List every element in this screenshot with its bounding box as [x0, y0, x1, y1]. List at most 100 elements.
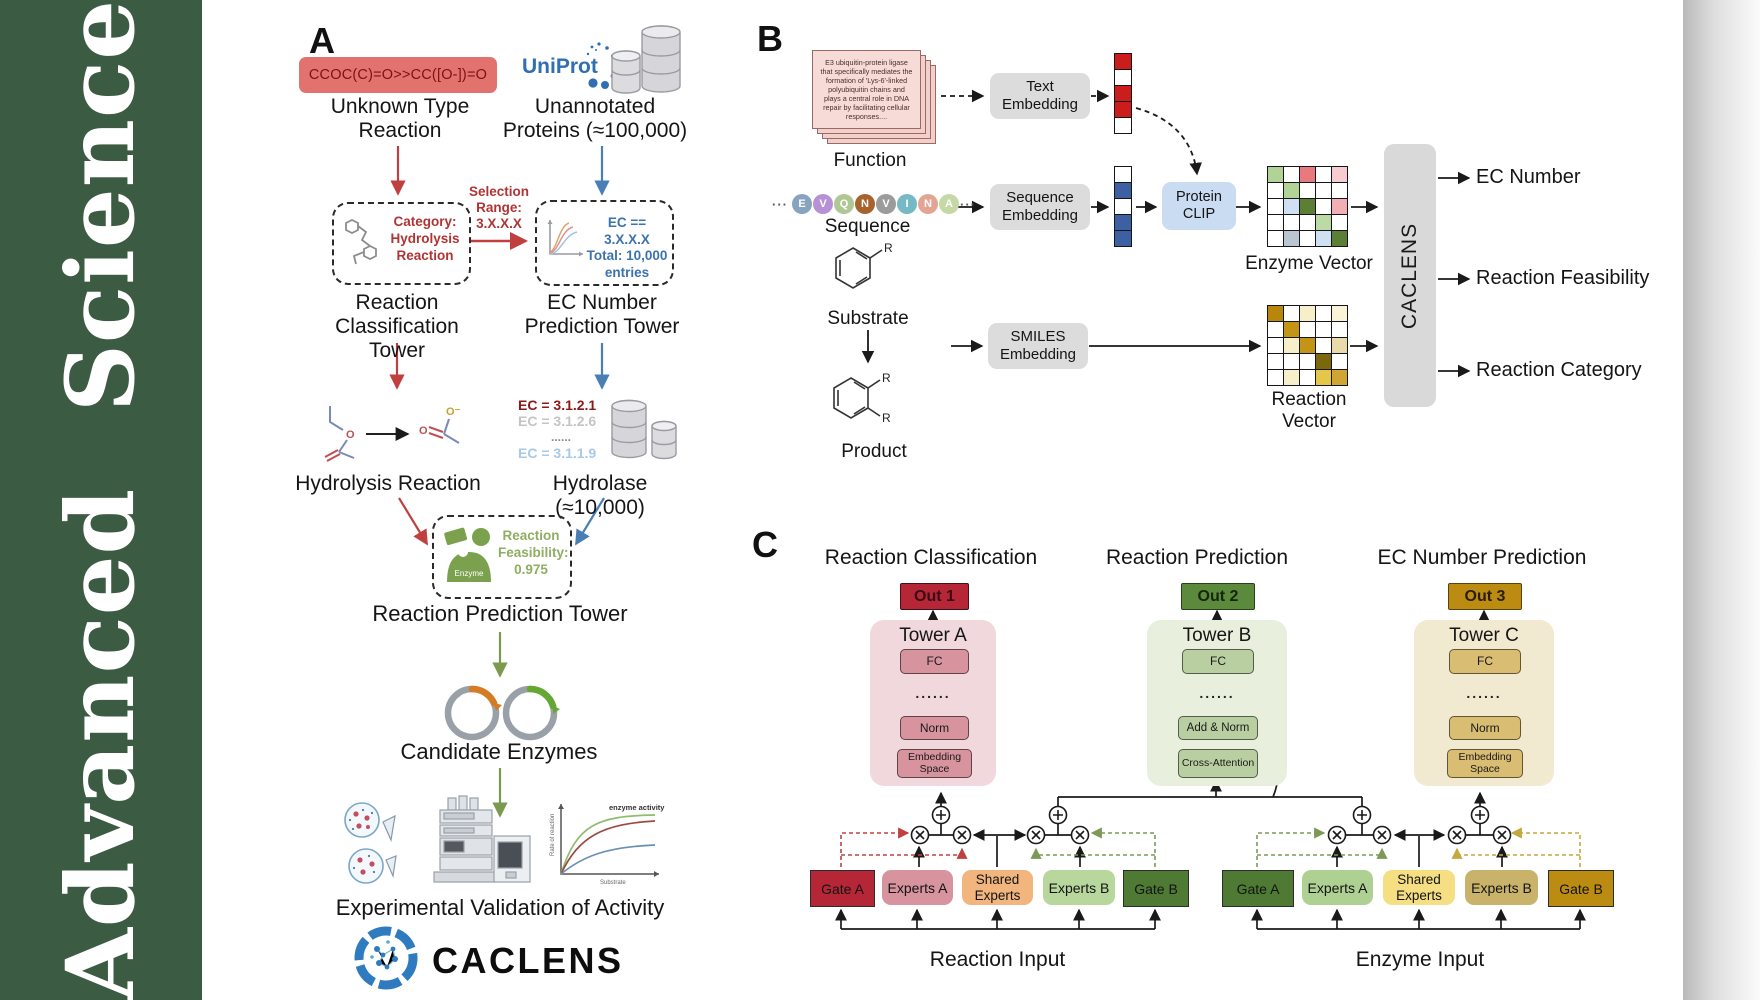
moe-op-nodes [910, 805, 1512, 845]
uniprot-logo: UniProt [522, 55, 598, 78]
tower-b-cross-attention: Cross-Attention [1178, 749, 1258, 778]
tower-b-title: Tower B [1182, 625, 1252, 646]
page-edge-shade [1683, 0, 1760, 1000]
plot-ylabel: Rate of reaction [550, 814, 556, 856]
vector-cell [1284, 183, 1299, 198]
reaction-experts-a: Experts A [882, 870, 953, 905]
enzyme-vector-label: Enzyme Vector [1245, 253, 1373, 274]
vector-cell [1316, 338, 1331, 353]
column-title-reaction-prediction: Reaction Prediction [1105, 546, 1289, 569]
sequence-vector [1114, 166, 1132, 247]
enzyme-gate-a: Gate A [1222, 870, 1294, 907]
hplc-instrument-icon [433, 795, 531, 883]
residue-circle: A [939, 194, 959, 214]
vector-cell [1284, 338, 1299, 353]
multiply-node-icon [910, 825, 930, 845]
residue-circle: E [792, 194, 812, 214]
reaction-gate-a: Gate A [810, 870, 875, 907]
vector-cell [1268, 322, 1283, 337]
vector-cell [1332, 354, 1347, 369]
enzyme-shared-experts: Shared Experts [1383, 870, 1455, 905]
feasibility-text: Reaction Feasibility: 0.975 [498, 528, 569, 577]
vector-cell [1115, 86, 1131, 101]
tower-b-dots: ...... [1199, 685, 1235, 701]
prediction-tower-label: Reaction Prediction Tower [372, 601, 628, 626]
journal-sidebar: Advanced Science [0, 0, 202, 1000]
vector-cell [1300, 338, 1315, 353]
vector-cell [1115, 70, 1131, 85]
ec-selection-text: EC == 3.X.X.X Total: 10,000 entries [586, 215, 668, 280]
caclens-module: CACLENS [1384, 144, 1436, 407]
molecule-sketch-icon [345, 218, 377, 265]
selection-range-label: Selection Range: 3.X.X.X [468, 184, 530, 231]
svg-text:R: R [884, 241, 893, 255]
unknown-reaction-label: Unknown Type Reaction [330, 95, 470, 142]
tower-c-dots: ...... [1466, 685, 1502, 701]
vector-cell [1316, 354, 1331, 369]
vector-cell [1115, 215, 1131, 230]
carboxylate-molecule: O⁻ O [419, 406, 461, 444]
output-reaction-category: Reaction Category [1476, 359, 1642, 381]
panel-b-label: B [757, 18, 783, 59]
residue-circle: N [918, 194, 938, 214]
vector-cell [1115, 167, 1131, 182]
residue-circle: Q [834, 194, 854, 214]
enzyme-input-label: Enzyme Input [1355, 948, 1485, 971]
plot-xlabel: Substrate [600, 880, 626, 886]
substrate-label: Substrate [827, 308, 909, 329]
vector-cell [1332, 215, 1347, 230]
add-node-icon [1048, 805, 1068, 825]
vector-cell [1268, 370, 1283, 385]
reaction-classification-box [332, 202, 471, 285]
tower-c-norm: Norm [1449, 716, 1521, 740]
panel-a-label: A [309, 20, 335, 61]
vector-cell [1115, 199, 1131, 214]
vector-cell [1300, 322, 1315, 337]
vector-cell [1332, 231, 1347, 246]
enzyme-vector-matrix [1267, 166, 1348, 247]
out1-box: Out 1 [900, 583, 969, 610]
enzyme-experts-a: Experts A [1302, 870, 1373, 905]
vector-cell [1332, 167, 1347, 182]
vector-cell [1284, 167, 1299, 182]
substrate-molecule: R [835, 241, 893, 289]
validation-label: Experimental Validation of Activity [335, 895, 665, 920]
residue-circle: V [813, 194, 833, 214]
vector-cell [1300, 215, 1315, 230]
reaction-gate-b: Gate B [1123, 870, 1189, 907]
tower-a-dots: ...... [915, 685, 951, 701]
vector-cell [1316, 370, 1331, 385]
vector-cell [1284, 354, 1299, 369]
out3-box: Out 3 [1448, 583, 1522, 610]
panel-c-label: C [752, 524, 778, 565]
unannotated-proteins-label: Unannotated Proteins (≈100,000) [502, 95, 688, 142]
vector-cell [1300, 167, 1315, 182]
vector-cell [1284, 199, 1299, 214]
svg-text:R: R [882, 411, 891, 425]
category-text: Category: Hydrolysis Reaction [390, 214, 460, 263]
multiply-node-icon [1026, 825, 1046, 845]
tower-c-embedding-space: Embedding Space [1447, 749, 1523, 778]
vector-cell [1268, 354, 1283, 369]
tower-a-embedding-space: Embedding Space [897, 749, 972, 778]
vector-cell [1115, 54, 1131, 69]
reaction-input-label: Reaction Input [929, 948, 1066, 971]
multiply-node-icon [1447, 825, 1467, 845]
caclens-wordmark: CACLENS [432, 940, 624, 981]
enzyme-experts-b: Experts B [1465, 870, 1538, 905]
vector-cell [1300, 306, 1315, 321]
vector-cell [1316, 183, 1331, 198]
enzyme-gate-b: Gate B [1548, 870, 1614, 907]
enzyme-activity-plot: enzyme activity Rate of reaction Substra… [550, 803, 665, 886]
residue-circle: V [876, 194, 896, 214]
hydrolysis-reaction-label: Hydrolysis Reaction [295, 472, 481, 495]
vector-cell [1332, 338, 1347, 353]
ester-molecule: O [324, 406, 355, 462]
vector-cell [1316, 306, 1331, 321]
moe-right-wiring [1251, 791, 1586, 930]
reaction-vector-label: Reaction Vector [1271, 389, 1347, 432]
tower-b-add-norm: Add & Norm [1178, 716, 1258, 740]
